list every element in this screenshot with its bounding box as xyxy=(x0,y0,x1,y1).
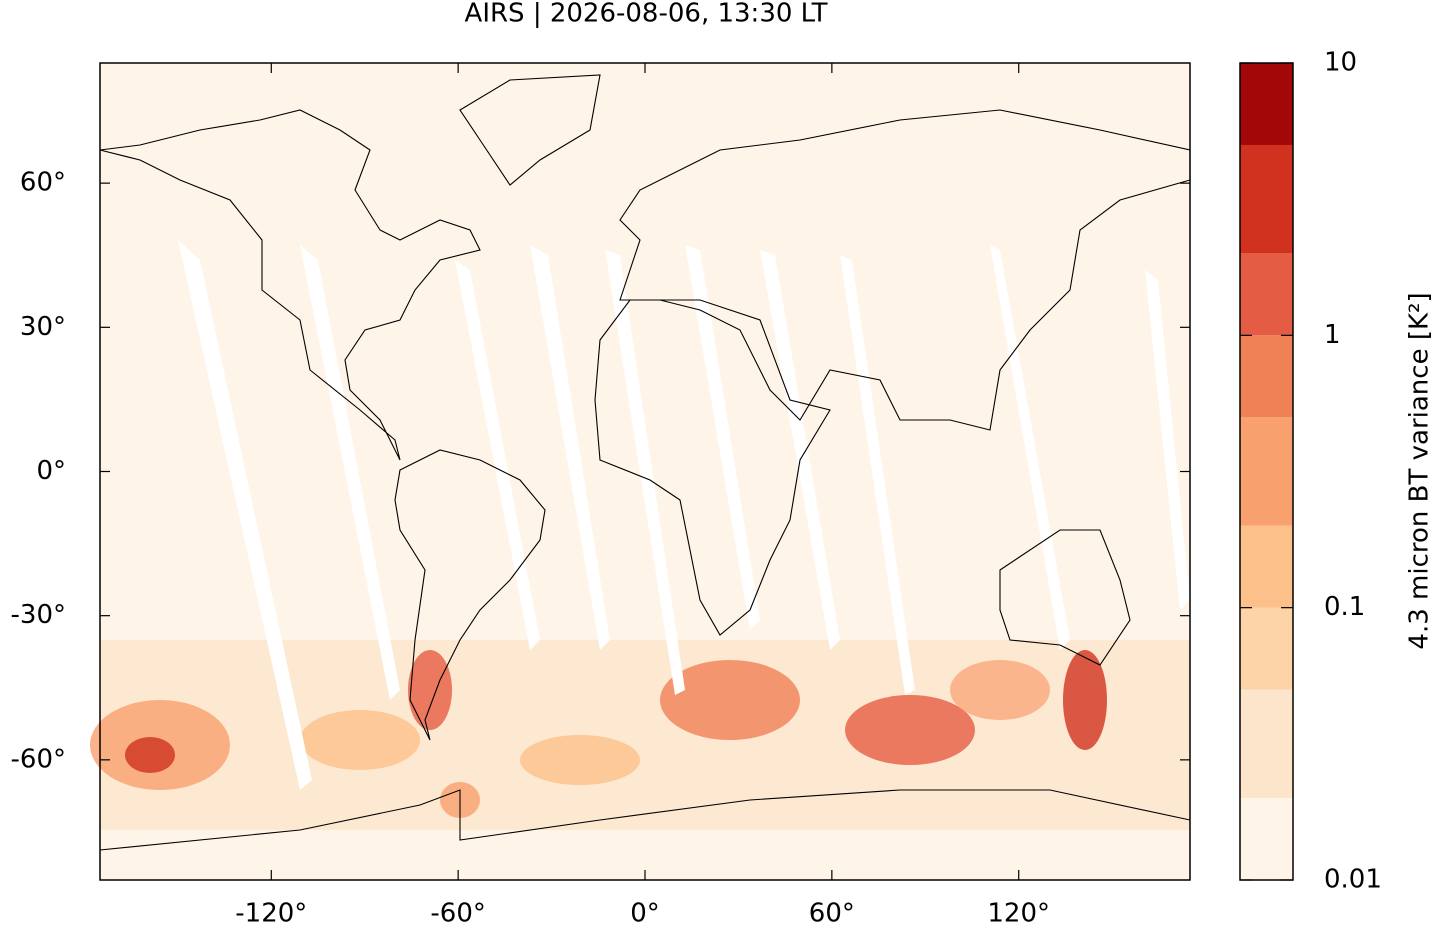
colorbar-segment xyxy=(1240,417,1293,526)
coastline xyxy=(394,449,546,741)
hot-spot xyxy=(300,710,420,770)
colorbar-segment xyxy=(1240,335,1293,418)
swath-gap xyxy=(530,245,610,650)
swath-gap xyxy=(840,255,915,695)
colorbar-segment xyxy=(1240,689,1293,799)
coastline xyxy=(99,109,481,461)
x-tick-label: -120° xyxy=(235,899,307,929)
colorbar-tick-label: 0.01 xyxy=(1324,865,1382,895)
hot-spot xyxy=(408,650,452,730)
title: AIRS | 2026-08-06, 13:30 LT xyxy=(465,0,828,29)
coastline xyxy=(99,789,1191,851)
colorbar-segment xyxy=(1240,253,1293,336)
x-tick-label: -60° xyxy=(430,899,485,929)
y-tick-label: 60° xyxy=(20,168,66,198)
colorbar-frame xyxy=(1239,62,1294,881)
y-tick-label: 30° xyxy=(20,312,66,342)
swath-gap xyxy=(685,245,760,630)
swath-gap xyxy=(760,250,840,650)
coastlines xyxy=(99,74,1191,851)
swath-gap xyxy=(1145,270,1190,610)
swath-gap xyxy=(178,240,312,790)
coastline xyxy=(459,74,601,186)
hot-spot xyxy=(520,735,640,785)
hot-spot xyxy=(845,695,975,765)
colorbar-tick-label: 0.1 xyxy=(1324,592,1365,622)
coastline xyxy=(619,109,1191,431)
y-tick-label: -60° xyxy=(11,744,66,774)
swath-gap xyxy=(990,245,1070,650)
colorbar-label: 4.3 micron BT variance [K²] xyxy=(1405,292,1435,649)
x-tick-label: 60° xyxy=(809,899,855,929)
colorbar-tick-label: 10 xyxy=(1324,48,1357,78)
swath-gap xyxy=(455,260,540,650)
colorbar-segment xyxy=(1240,798,1293,880)
hot-spot xyxy=(950,660,1050,720)
hot-spot xyxy=(125,737,175,773)
hot-spot xyxy=(1063,650,1107,750)
swath-gap xyxy=(605,250,685,695)
swath-gap xyxy=(300,245,400,700)
y-tick-label: 0° xyxy=(36,456,66,486)
colorbar-segment xyxy=(1240,63,1293,145)
colorbar-tick-label: 1 xyxy=(1324,320,1341,350)
y-tick-label: -30° xyxy=(11,600,66,630)
x-tick-label: 0° xyxy=(630,899,660,929)
colorbar-segment xyxy=(1240,144,1293,254)
hot-spot xyxy=(660,660,800,740)
colorbar-segment xyxy=(1240,607,1293,690)
swath-gaps xyxy=(178,240,1190,790)
map-field xyxy=(90,63,1190,880)
coastline xyxy=(594,299,831,636)
coastline xyxy=(999,529,1131,666)
colorbar-segment xyxy=(1240,525,1293,608)
x-tick-label: 120° xyxy=(987,899,1050,929)
